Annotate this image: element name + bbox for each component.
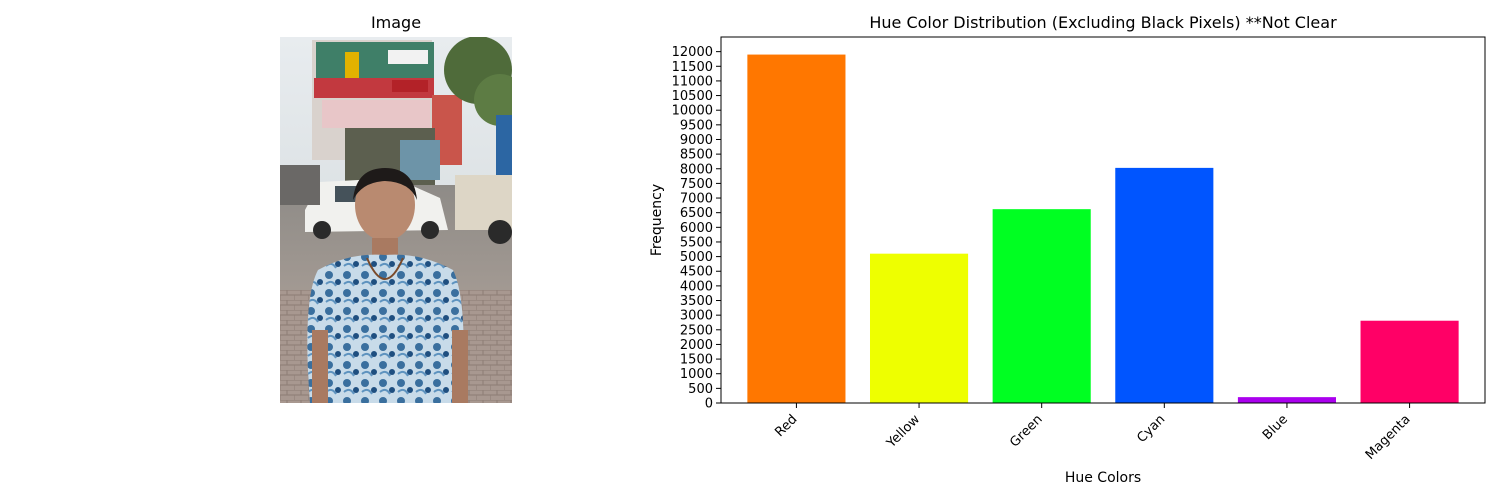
y-tick-label: 5500 bbox=[680, 235, 713, 250]
y-tick-label: 1500 bbox=[680, 353, 713, 368]
y-tick-label: 6500 bbox=[680, 206, 713, 221]
x-tick-label: Magenta bbox=[1363, 412, 1414, 463]
y-tick-label: 8000 bbox=[680, 162, 713, 177]
y-tick-label: 9000 bbox=[680, 133, 713, 148]
y-tick-label: 7500 bbox=[680, 177, 713, 192]
y-tick-label: 12000 bbox=[672, 45, 713, 60]
y-tick-label: 4000 bbox=[680, 279, 713, 294]
y-tick-label: 3000 bbox=[680, 309, 713, 324]
bar-blue bbox=[1237, 397, 1337, 403]
y-tick-label: 10500 bbox=[672, 89, 713, 104]
y-tick-label: 7000 bbox=[680, 192, 713, 207]
y-tick-label: 8500 bbox=[680, 148, 713, 163]
y-tick-label: 9500 bbox=[680, 118, 713, 133]
bar-yellow bbox=[869, 253, 969, 403]
y-tick-label: 2500 bbox=[680, 323, 713, 338]
image-panel: Image bbox=[280, 13, 512, 403]
y-tick-label: 6000 bbox=[680, 221, 713, 236]
x-axis: Red Yellow Green Cyan Blue Magenta bbox=[772, 403, 1414, 463]
y-tick-label: 3500 bbox=[680, 294, 713, 309]
y-tick-label: 10000 bbox=[672, 104, 713, 119]
x-tick-label: Red bbox=[772, 412, 800, 440]
bar-cyan bbox=[1115, 167, 1214, 403]
y-axis-label: Frequency bbox=[649, 184, 665, 256]
y-tick-label: 2000 bbox=[680, 338, 713, 353]
y-tick-label: 11000 bbox=[672, 74, 713, 89]
hue-chart: Hue Color Distribution (Excluding Black … bbox=[649, 13, 1486, 486]
y-tick-label: 1000 bbox=[680, 367, 713, 382]
bar-magenta bbox=[1360, 320, 1459, 403]
y-tick-label: 500 bbox=[688, 382, 713, 397]
y-tick-label: 5000 bbox=[680, 250, 713, 265]
x-tick-label: Blue bbox=[1260, 412, 1291, 443]
plot-frame bbox=[720, 36, 1486, 404]
y-tick-label: 11500 bbox=[672, 60, 713, 75]
bar-red bbox=[747, 54, 846, 404]
bar-green bbox=[992, 209, 1091, 403]
chart-title: Hue Color Distribution (Excluding Black … bbox=[869, 13, 1337, 32]
y-tick-label: 0 bbox=[705, 397, 713, 412]
y-axis: 0500100015002000250030003500400045005000… bbox=[672, 45, 721, 412]
bars bbox=[747, 54, 1459, 404]
x-tick-label: Green bbox=[1007, 412, 1045, 450]
image-panel-title: Image bbox=[371, 13, 421, 32]
x-tick-label: Cyan bbox=[1134, 412, 1168, 446]
y-tick-label: 4500 bbox=[680, 265, 713, 280]
street-photo bbox=[280, 37, 512, 403]
x-tick-label: Yellow bbox=[883, 412, 923, 452]
x-axis-label: Hue Colors bbox=[1065, 470, 1141, 486]
